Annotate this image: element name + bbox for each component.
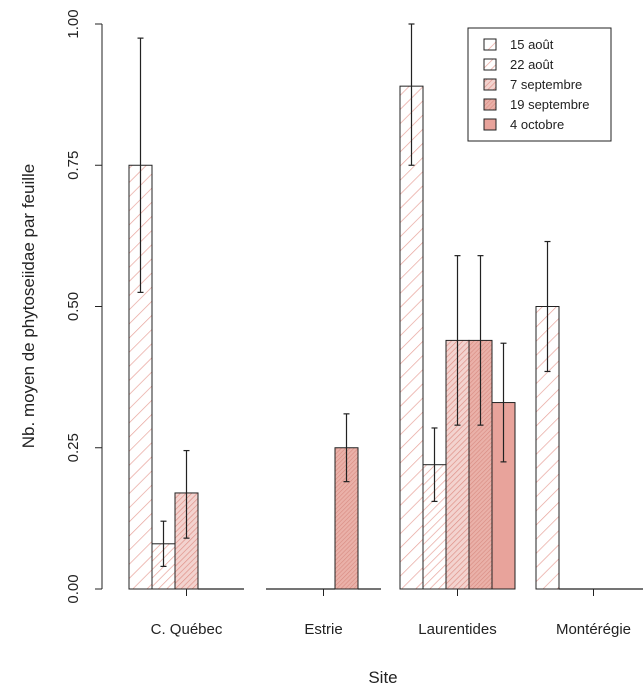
- legend-swatch: [483, 38, 497, 51]
- y-tick-label: 0.75: [65, 151, 82, 180]
- legend-label: 19 septembre: [510, 97, 590, 112]
- x-axis-title: Site: [368, 668, 397, 687]
- legend-label: 22 août: [510, 57, 554, 72]
- legend-swatch: [483, 98, 497, 111]
- axis-layer: 0.00 0.25 0.50 0.75 1.00 C. Québec Estrie Laure…: [65, 9, 631, 638]
- x-tick-label: Laurentides: [418, 621, 496, 638]
- legend: 15 août 22 août 7 septembre 19 septembre 4 o…: [467, 27, 612, 142]
- y-tick-label: 0.25: [65, 433, 82, 462]
- x-tick-label: Montérégie: [556, 621, 631, 638]
- error-bars-layer: [137, 23, 551, 568]
- legend-swatch: [483, 118, 497, 131]
- x-tick-label: Estrie: [304, 621, 342, 638]
- y-tick-label: 0.50: [65, 292, 82, 321]
- legend-label: 4 octobre: [510, 117, 564, 132]
- bars-layer: [128, 85, 643, 590]
- legend-label: 15 août: [510, 37, 554, 52]
- x-tick-label: C. Québec: [151, 621, 223, 638]
- legend-swatch: [483, 78, 497, 91]
- y-axis-title: Nb. moyen de phytoseiidae par feuille: [19, 164, 38, 448]
- legend-swatch: [483, 58, 497, 71]
- legend-label: 7 septembre: [510, 77, 582, 92]
- y-tick-label: 0.00: [65, 574, 82, 603]
- y-tick-label: 1.00: [65, 9, 82, 38]
